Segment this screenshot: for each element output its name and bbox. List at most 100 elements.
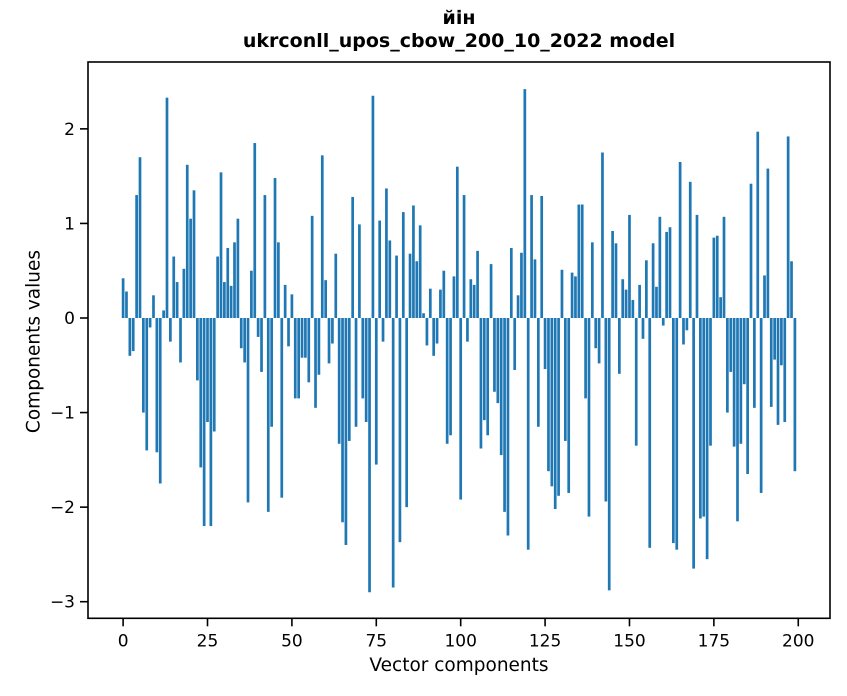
bar-98 <box>452 276 456 318</box>
bar-169 <box>692 318 695 569</box>
bar-137 <box>584 318 587 399</box>
bar-188 <box>756 131 760 318</box>
bar-17 <box>179 318 182 363</box>
bar-32 <box>229 285 233 318</box>
y-tick-label-0: 0 <box>64 309 75 329</box>
bar-192 <box>769 318 773 407</box>
y-tick-label--3: −3 <box>50 593 75 613</box>
bar-120 <box>526 318 530 550</box>
bar-127 <box>550 318 554 487</box>
bar-7 <box>145 318 149 451</box>
bar-49 <box>287 318 290 347</box>
bar-56 <box>310 215 314 318</box>
bar-190 <box>763 275 766 318</box>
bar-93 <box>435 318 439 344</box>
bar-191 <box>766 168 770 318</box>
bar-110 <box>493 318 496 392</box>
y-tick-label--2: −2 <box>50 498 75 518</box>
bar-128 <box>553 318 557 510</box>
bar-121 <box>530 195 533 318</box>
bar-185 <box>746 318 749 475</box>
x-tick-label-50: 50 <box>281 631 303 651</box>
bar-42 <box>263 195 267 318</box>
bar-123 <box>536 318 540 427</box>
bar-160 <box>661 318 665 326</box>
bar-180 <box>729 318 733 372</box>
bar-68 <box>351 196 355 318</box>
bar-163 <box>672 318 675 544</box>
bar-10 <box>155 318 159 453</box>
bar-142 <box>601 152 604 318</box>
bar-70 <box>358 224 361 318</box>
bar-55 <box>307 318 311 383</box>
bar-13 <box>165 97 169 319</box>
bar-58 <box>317 318 321 375</box>
bar-85 <box>408 253 412 318</box>
bar-103 <box>469 279 473 318</box>
bar-134 <box>574 276 577 318</box>
bar-104 <box>472 284 476 318</box>
bar-15 <box>172 256 176 318</box>
x-axis-label: Vector components <box>369 655 549 676</box>
bar-54 <box>304 318 307 358</box>
bar-170 <box>695 214 699 318</box>
bar-12 <box>162 310 165 318</box>
bar-65 <box>341 318 344 523</box>
bar-28 <box>216 256 219 318</box>
bar-62 <box>331 318 334 344</box>
bar-9 <box>152 295 155 318</box>
bar-101 <box>462 195 466 318</box>
bar-83 <box>401 212 405 318</box>
bar-182 <box>736 318 739 522</box>
bar-184 <box>742 318 746 385</box>
chart-title: йін <box>442 7 476 29</box>
bar-80 <box>391 318 395 588</box>
x-tick-label-200: 200 <box>782 631 814 651</box>
bar-38 <box>250 270 253 318</box>
bar-175 <box>712 237 716 318</box>
bar-197 <box>786 136 790 318</box>
bar-183 <box>739 318 743 444</box>
bar-138 <box>587 318 591 517</box>
bar-3 <box>131 318 135 352</box>
bar-88 <box>418 225 422 318</box>
bar-108 <box>486 318 490 436</box>
bar-52 <box>297 318 300 399</box>
bar-90 <box>425 318 429 346</box>
bar-171 <box>699 318 702 519</box>
bar-29 <box>219 172 223 318</box>
bar-125 <box>543 318 547 370</box>
bar-75 <box>374 318 378 465</box>
x-tick-label-75: 75 <box>365 631 387 651</box>
bar-21 <box>192 190 196 318</box>
bar-5 <box>138 157 142 318</box>
bar-73 <box>368 318 371 593</box>
bar-37 <box>246 318 250 503</box>
bar-161 <box>665 231 668 318</box>
bar-91 <box>428 288 432 318</box>
bar-168 <box>688 181 692 318</box>
bar-39 <box>253 143 257 318</box>
bar-181 <box>732 318 736 447</box>
bar-36 <box>243 318 246 363</box>
bar-154 <box>641 318 645 339</box>
bar-43 <box>266 318 270 512</box>
bar-4 <box>135 195 138 318</box>
bar-61 <box>327 318 331 364</box>
bar-158 <box>655 286 658 318</box>
bar-60 <box>324 280 328 318</box>
bar-86 <box>412 205 415 318</box>
chart-subtitle: ukrconll_upos_cbow_200_10_2022 model <box>242 30 676 52</box>
bar-22 <box>196 318 199 381</box>
bar-143 <box>604 318 608 502</box>
bar-149 <box>624 289 628 318</box>
bar-116 <box>513 318 517 371</box>
bar-133 <box>570 272 574 318</box>
bar-150 <box>628 214 631 318</box>
bar-11 <box>158 318 162 484</box>
bar-53 <box>300 318 304 358</box>
bar-174 <box>709 318 712 446</box>
bar-111 <box>496 318 500 404</box>
